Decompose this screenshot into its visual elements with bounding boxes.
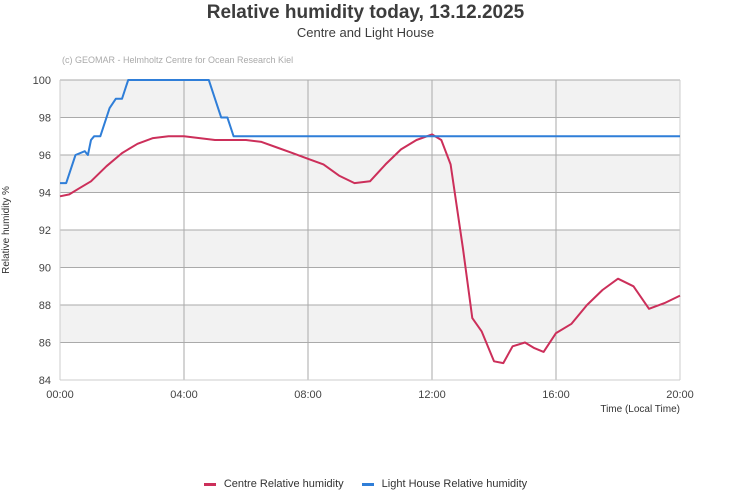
chart-plot: 84 86 88 90 92 94 96 98 100 00:00 04:00 08:00 12:00 1… — [1, 75, 694, 415]
y-tick-label: 94 — [39, 188, 51, 200]
x-tick-label: 20:00 — [666, 389, 694, 401]
x-tick-label: 16:00 — [542, 389, 570, 401]
y-tick-label: 98 — [39, 113, 51, 125]
credit-text: (c) GEOMAR - Helmholtz Centre for Ocean … — [62, 55, 294, 65]
y-tick-label: 92 — [39, 225, 51, 237]
y-axis-label: Relative humidity % — [1, 186, 12, 274]
centre-swatch-icon — [203, 482, 216, 486]
lighthouse-swatch-icon — [361, 482, 374, 486]
chart-title: Relative humidity today, 13.12.2025 — [206, 2, 525, 23]
legend-item-centre[interactable]: Centre Relative humidity — [203, 478, 344, 490]
y-tick-label: 84 — [39, 375, 51, 387]
lighthouse-humidity-line — [60, 79, 680, 185]
legend-label-lighthouse: Light House Relative humidity — [381, 478, 528, 490]
chart-legend: Centre Relative humidity Light House Rel… — [0, 478, 731, 490]
x-tick-label: 12:00 — [418, 389, 446, 401]
legend-item-lighthouse[interactable]: Light House Relative humidity — [361, 478, 528, 490]
chart-subtitle: Centre and Light House — [296, 25, 435, 40]
legend-label-centre: Centre Relative humidity — [223, 478, 344, 490]
x-tick-label: 04:00 — [170, 389, 198, 401]
x-axis-label: Time (Local Time) — [600, 404, 680, 415]
centre-humidity-line — [59, 133, 681, 365]
y-tick-label: 100 — [33, 75, 51, 87]
y-tick-label: 88 — [39, 300, 51, 312]
y-tick-label: 86 — [39, 338, 51, 350]
x-tick-label: 00:00 — [46, 389, 74, 401]
y-tick-label: 90 — [39, 263, 51, 275]
x-tick-label: 08:00 — [294, 389, 322, 401]
y-tick-label: 96 — [39, 150, 51, 162]
